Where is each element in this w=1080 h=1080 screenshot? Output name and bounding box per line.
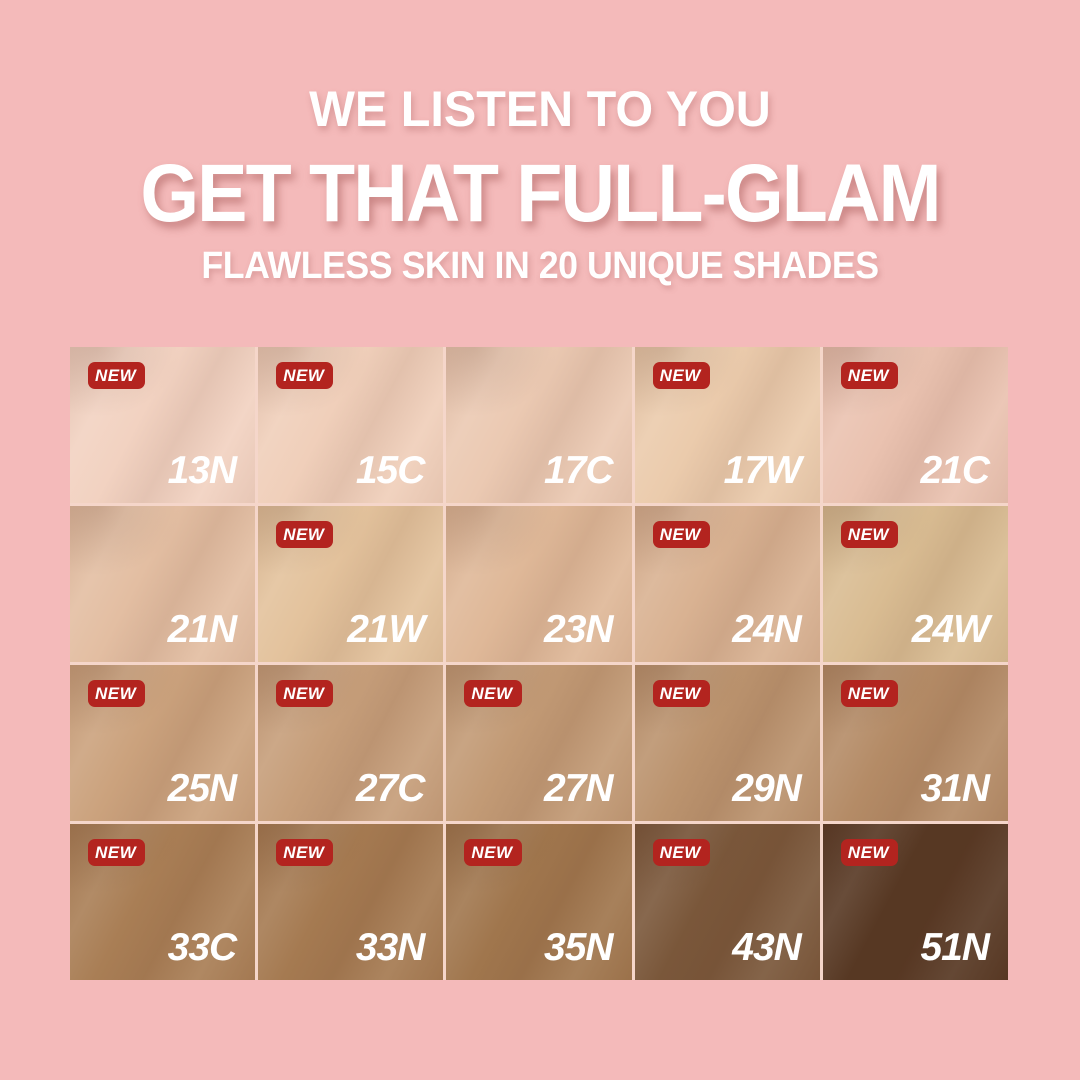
shade-code-label: 24N xyxy=(732,608,802,651)
new-badge: NEW xyxy=(88,839,146,866)
shade-code-label: 24W xyxy=(911,608,990,651)
shade-swatch: NEW 21N xyxy=(70,506,256,662)
shade-swatch: NEW 35N xyxy=(446,824,632,980)
new-badge: NEW xyxy=(276,680,334,707)
shade-code-label: 33C xyxy=(167,926,238,969)
shade-code-label: 51N xyxy=(920,926,990,969)
shade-code-label: 27N xyxy=(544,767,614,810)
shade-swatch: NEW 23N xyxy=(446,506,632,662)
shade-code-label: 43N xyxy=(732,926,802,969)
shade-swatch: NEW 17W xyxy=(634,347,820,503)
new-badge: NEW xyxy=(464,680,522,707)
new-badge: NEW xyxy=(652,521,710,548)
shade-code-label: 25N xyxy=(167,767,238,810)
shade-swatch: NEW 29N xyxy=(634,665,820,821)
shade-code-label: 21C xyxy=(920,449,990,492)
new-badge: NEW xyxy=(840,362,898,389)
shade-swatch: NEW 15C xyxy=(258,347,444,503)
shade-code-label: 13N xyxy=(167,449,238,492)
shade-code-label: 21N xyxy=(167,608,238,651)
shade-code-label: 27C xyxy=(355,767,426,810)
shade-swatch: NEW 21C xyxy=(822,347,1008,503)
shade-code-label: 17C xyxy=(544,449,614,492)
new-badge: NEW xyxy=(652,362,710,389)
new-badge: NEW xyxy=(276,521,334,548)
shade-code-label: 29N xyxy=(732,767,802,810)
shade-swatch: NEW 25N xyxy=(70,665,256,821)
new-badge: NEW xyxy=(652,680,710,707)
shade-code-label: 23N xyxy=(544,608,614,651)
shade-code-label: 15C xyxy=(355,449,426,492)
shade-code-label: 31N xyxy=(920,767,990,810)
shade-swatch: NEW 27C xyxy=(258,665,444,821)
shade-swatch: NEW 31N xyxy=(822,665,1008,821)
shade-swatch: NEW 24N xyxy=(634,506,820,662)
header-subtitle: FLAWLESS SKIN IN 20 UNIQUE SHADES xyxy=(201,245,879,287)
new-badge: NEW xyxy=(276,362,334,389)
shade-swatch: NEW 27N xyxy=(446,665,632,821)
shade-code-label: 17W xyxy=(723,449,802,492)
shade-swatch: NEW 13N xyxy=(70,347,256,503)
shade-swatch: NEW 51N xyxy=(822,824,1008,980)
header-tagline: WE LISTEN TO YOU xyxy=(309,81,771,137)
shade-swatch: NEW 17C xyxy=(446,347,632,503)
shade-swatch: NEW 21W xyxy=(258,506,444,662)
new-badge: NEW xyxy=(840,521,898,548)
shade-grid: NEW 13N NEW 15C NEW 17C NEW 17W NEW 21C … xyxy=(70,347,1008,980)
new-badge: NEW xyxy=(840,839,898,866)
new-badge: NEW xyxy=(464,839,522,866)
shade-code-label: 33N xyxy=(355,926,426,969)
shade-code-label: 35N xyxy=(544,926,614,969)
new-badge: NEW xyxy=(88,362,146,389)
new-badge: NEW xyxy=(276,839,334,866)
new-badge: NEW xyxy=(840,680,898,707)
new-badge: NEW xyxy=(652,839,710,866)
new-badge: NEW xyxy=(88,680,146,707)
shade-swatch: NEW 43N xyxy=(634,824,820,980)
shade-swatch: NEW 33C xyxy=(70,824,256,980)
shade-swatch: NEW 33N xyxy=(258,824,444,980)
page-title: GET THAT FULL-GLAM xyxy=(140,148,941,239)
shade-code-label: 21W xyxy=(347,608,425,651)
shade-swatch: NEW 24W xyxy=(822,506,1008,662)
